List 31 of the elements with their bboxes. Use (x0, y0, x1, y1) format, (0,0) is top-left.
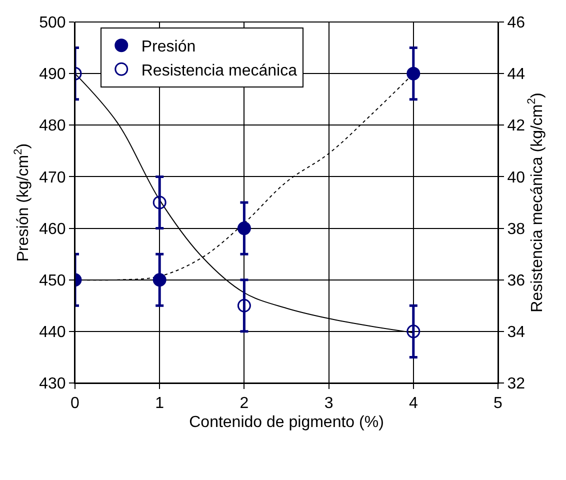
x-tick-label: 4 (408, 395, 418, 412)
legend-label: Presión (141, 38, 196, 56)
x-tick-label: 1 (155, 395, 164, 412)
y2-tick-label: 36 (507, 272, 526, 290)
x-tick-label: 3 (324, 395, 334, 412)
point (406, 324, 420, 338)
y-tick-label: 500 (39, 14, 66, 32)
point (152, 273, 166, 287)
y-tick-label: 430 (39, 376, 66, 393)
y2-tick-label: 46 (507, 14, 526, 32)
y2-tick-label: 32 (507, 376, 526, 393)
y-tick-label: 490 (39, 66, 66, 84)
y-tick-label: 450 (39, 272, 66, 290)
x-axis-title: Contenido de pigmento (%) (189, 414, 384, 431)
x-tick-label: 5 (494, 395, 503, 412)
legend-label: Resistencia mecánica (141, 62, 298, 80)
point (152, 196, 166, 210)
y2-tick-label: 42 (507, 118, 526, 135)
point (237, 298, 251, 312)
y-tick-label: 480 (39, 118, 66, 135)
y2-tick-label: 34 (507, 324, 526, 342)
point (406, 66, 420, 80)
y-tick-label: 460 (39, 220, 66, 238)
y2-tick-label: 38 (507, 220, 526, 238)
y2-tick-label: 40 (507, 169, 526, 186)
y-tick-label: 440 (39, 324, 66, 342)
y2-tick-label: 44 (507, 66, 526, 84)
y-tick-label: 470 (39, 169, 66, 186)
x-tick-label: 0 (70, 395, 80, 412)
point (237, 222, 251, 236)
x-tick-label: 2 (240, 395, 249, 412)
